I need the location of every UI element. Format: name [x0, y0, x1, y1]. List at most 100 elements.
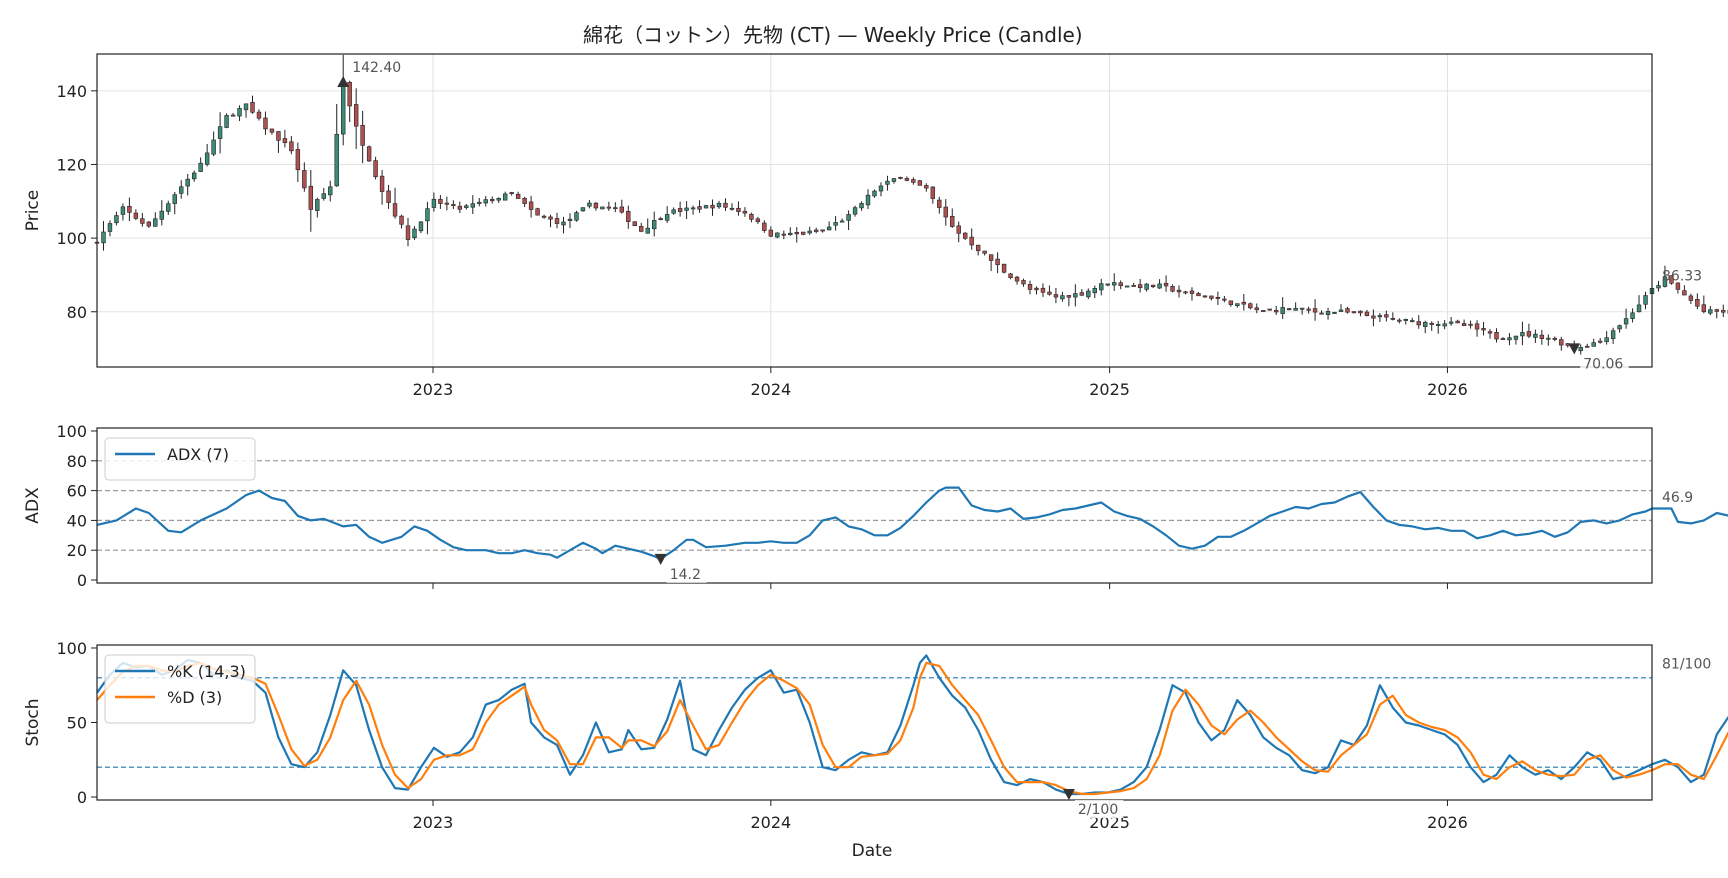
- candle-body: [1675, 282, 1681, 290]
- candle-body: [839, 220, 845, 223]
- candle-body: [1235, 303, 1240, 307]
- candle-body: [1124, 285, 1130, 288]
- candle-body: [1461, 323, 1467, 326]
- candle-body: [1714, 309, 1719, 312]
- candle-body: [1656, 285, 1661, 289]
- x-tick-label: 2024: [750, 813, 791, 832]
- candle-body: [133, 212, 139, 219]
- candle-body: [937, 199, 942, 208]
- price-panel: 2023 2024 2025 2026 80 100 120 140 Price 142.40 70…: [23, 53, 1728, 399]
- plot-frame: [96, 53, 1653, 368]
- candle-body: [1364, 311, 1370, 316]
- candle-body: [904, 178, 910, 181]
- candle-body: [561, 221, 566, 226]
- candle-body: [1442, 323, 1447, 327]
- candle-body: [1487, 331, 1493, 334]
- candle-body: [477, 201, 482, 204]
- candle-body: [457, 205, 463, 210]
- candle-body: [1403, 319, 1408, 321]
- candle-body: [140, 218, 145, 224]
- candle-body: [859, 203, 864, 209]
- candle-body: [1170, 286, 1175, 292]
- series-line-1: [96, 661, 1728, 796]
- min-value-label: 70.06: [1583, 356, 1623, 372]
- candle-body: [645, 227, 650, 234]
- candle-body: [360, 124, 365, 146]
- candle-body: [1021, 280, 1026, 285]
- candle-body: [1202, 295, 1208, 298]
- candle-body: [632, 221, 637, 227]
- candle-body: [1332, 312, 1337, 314]
- candle-body: [1474, 323, 1480, 330]
- candle-body: [1047, 291, 1052, 295]
- candle-body: [1682, 290, 1687, 296]
- candle-body: [1150, 284, 1156, 288]
- max-value-label: 142.40: [352, 60, 401, 76]
- candle-body: [263, 117, 268, 130]
- candle-body: [282, 138, 288, 143]
- candle-body: [963, 232, 968, 239]
- candle-body: [1261, 310, 1266, 312]
- candle-body: [982, 250, 987, 254]
- candle-body: [1695, 299, 1700, 307]
- candle-body: [321, 193, 326, 199]
- candle-body: [1721, 310, 1726, 313]
- candle-body: [1617, 325, 1622, 330]
- candle-body: [425, 208, 430, 222]
- candle-body: [438, 198, 443, 204]
- candle-body: [729, 207, 735, 210]
- y-tick-label: 140: [56, 82, 87, 101]
- candle-body: [1099, 283, 1104, 291]
- candle-body: [1267, 308, 1272, 311]
- candle-body: [289, 141, 294, 152]
- candle-body: [1086, 290, 1091, 298]
- candle-body: [302, 170, 307, 189]
- candle-body: [185, 178, 190, 187]
- candle-body: [522, 197, 527, 204]
- candle-body: [723, 202, 728, 208]
- legend-entry: ADX (7): [167, 445, 229, 464]
- candle-body: [1701, 304, 1707, 313]
- candle-body: [587, 202, 592, 207]
- candle-body: [762, 222, 767, 231]
- candle-body: [256, 111, 262, 119]
- candle-body: [379, 175, 385, 192]
- candle-body: [606, 206, 612, 209]
- candle-body: [697, 206, 702, 210]
- candle-body: [405, 225, 411, 240]
- candle-body: [619, 206, 625, 213]
- candle-body: [580, 207, 586, 212]
- candle-body: [1008, 273, 1013, 278]
- candle-body: [755, 218, 761, 223]
- legend: ADX (7): [104, 437, 256, 481]
- candle-body: [813, 229, 819, 232]
- candle-body: [788, 232, 793, 236]
- candle-body: [1118, 282, 1123, 286]
- candle-body: [464, 205, 469, 208]
- candle-body: [1630, 312, 1635, 319]
- y-tick-label: 40: [67, 511, 87, 530]
- candle-body: [172, 194, 177, 204]
- candle-body: [652, 220, 657, 230]
- y-tick-label: 120: [56, 155, 87, 174]
- candle-body: [1299, 307, 1305, 310]
- max-label-bg: [349, 57, 407, 76]
- candle-body: [528, 201, 534, 210]
- candle-body: [833, 222, 838, 226]
- plot-frame: [96, 427, 1653, 584]
- candle-body: [230, 114, 236, 117]
- candle-body: [1060, 295, 1065, 300]
- candle-body: [179, 186, 184, 194]
- series-line-0: [96, 486, 1728, 560]
- candle-body: [1293, 307, 1298, 311]
- candle-body: [1390, 317, 1396, 320]
- candle-body: [146, 221, 152, 227]
- candle-body: [328, 186, 333, 196]
- min-marker: [654, 553, 667, 565]
- candle-body: [295, 149, 301, 171]
- y-tick-label: 20: [67, 541, 87, 560]
- candle-body: [554, 218, 560, 224]
- candle-body: [392, 203, 398, 217]
- candle-body: [1306, 308, 1311, 311]
